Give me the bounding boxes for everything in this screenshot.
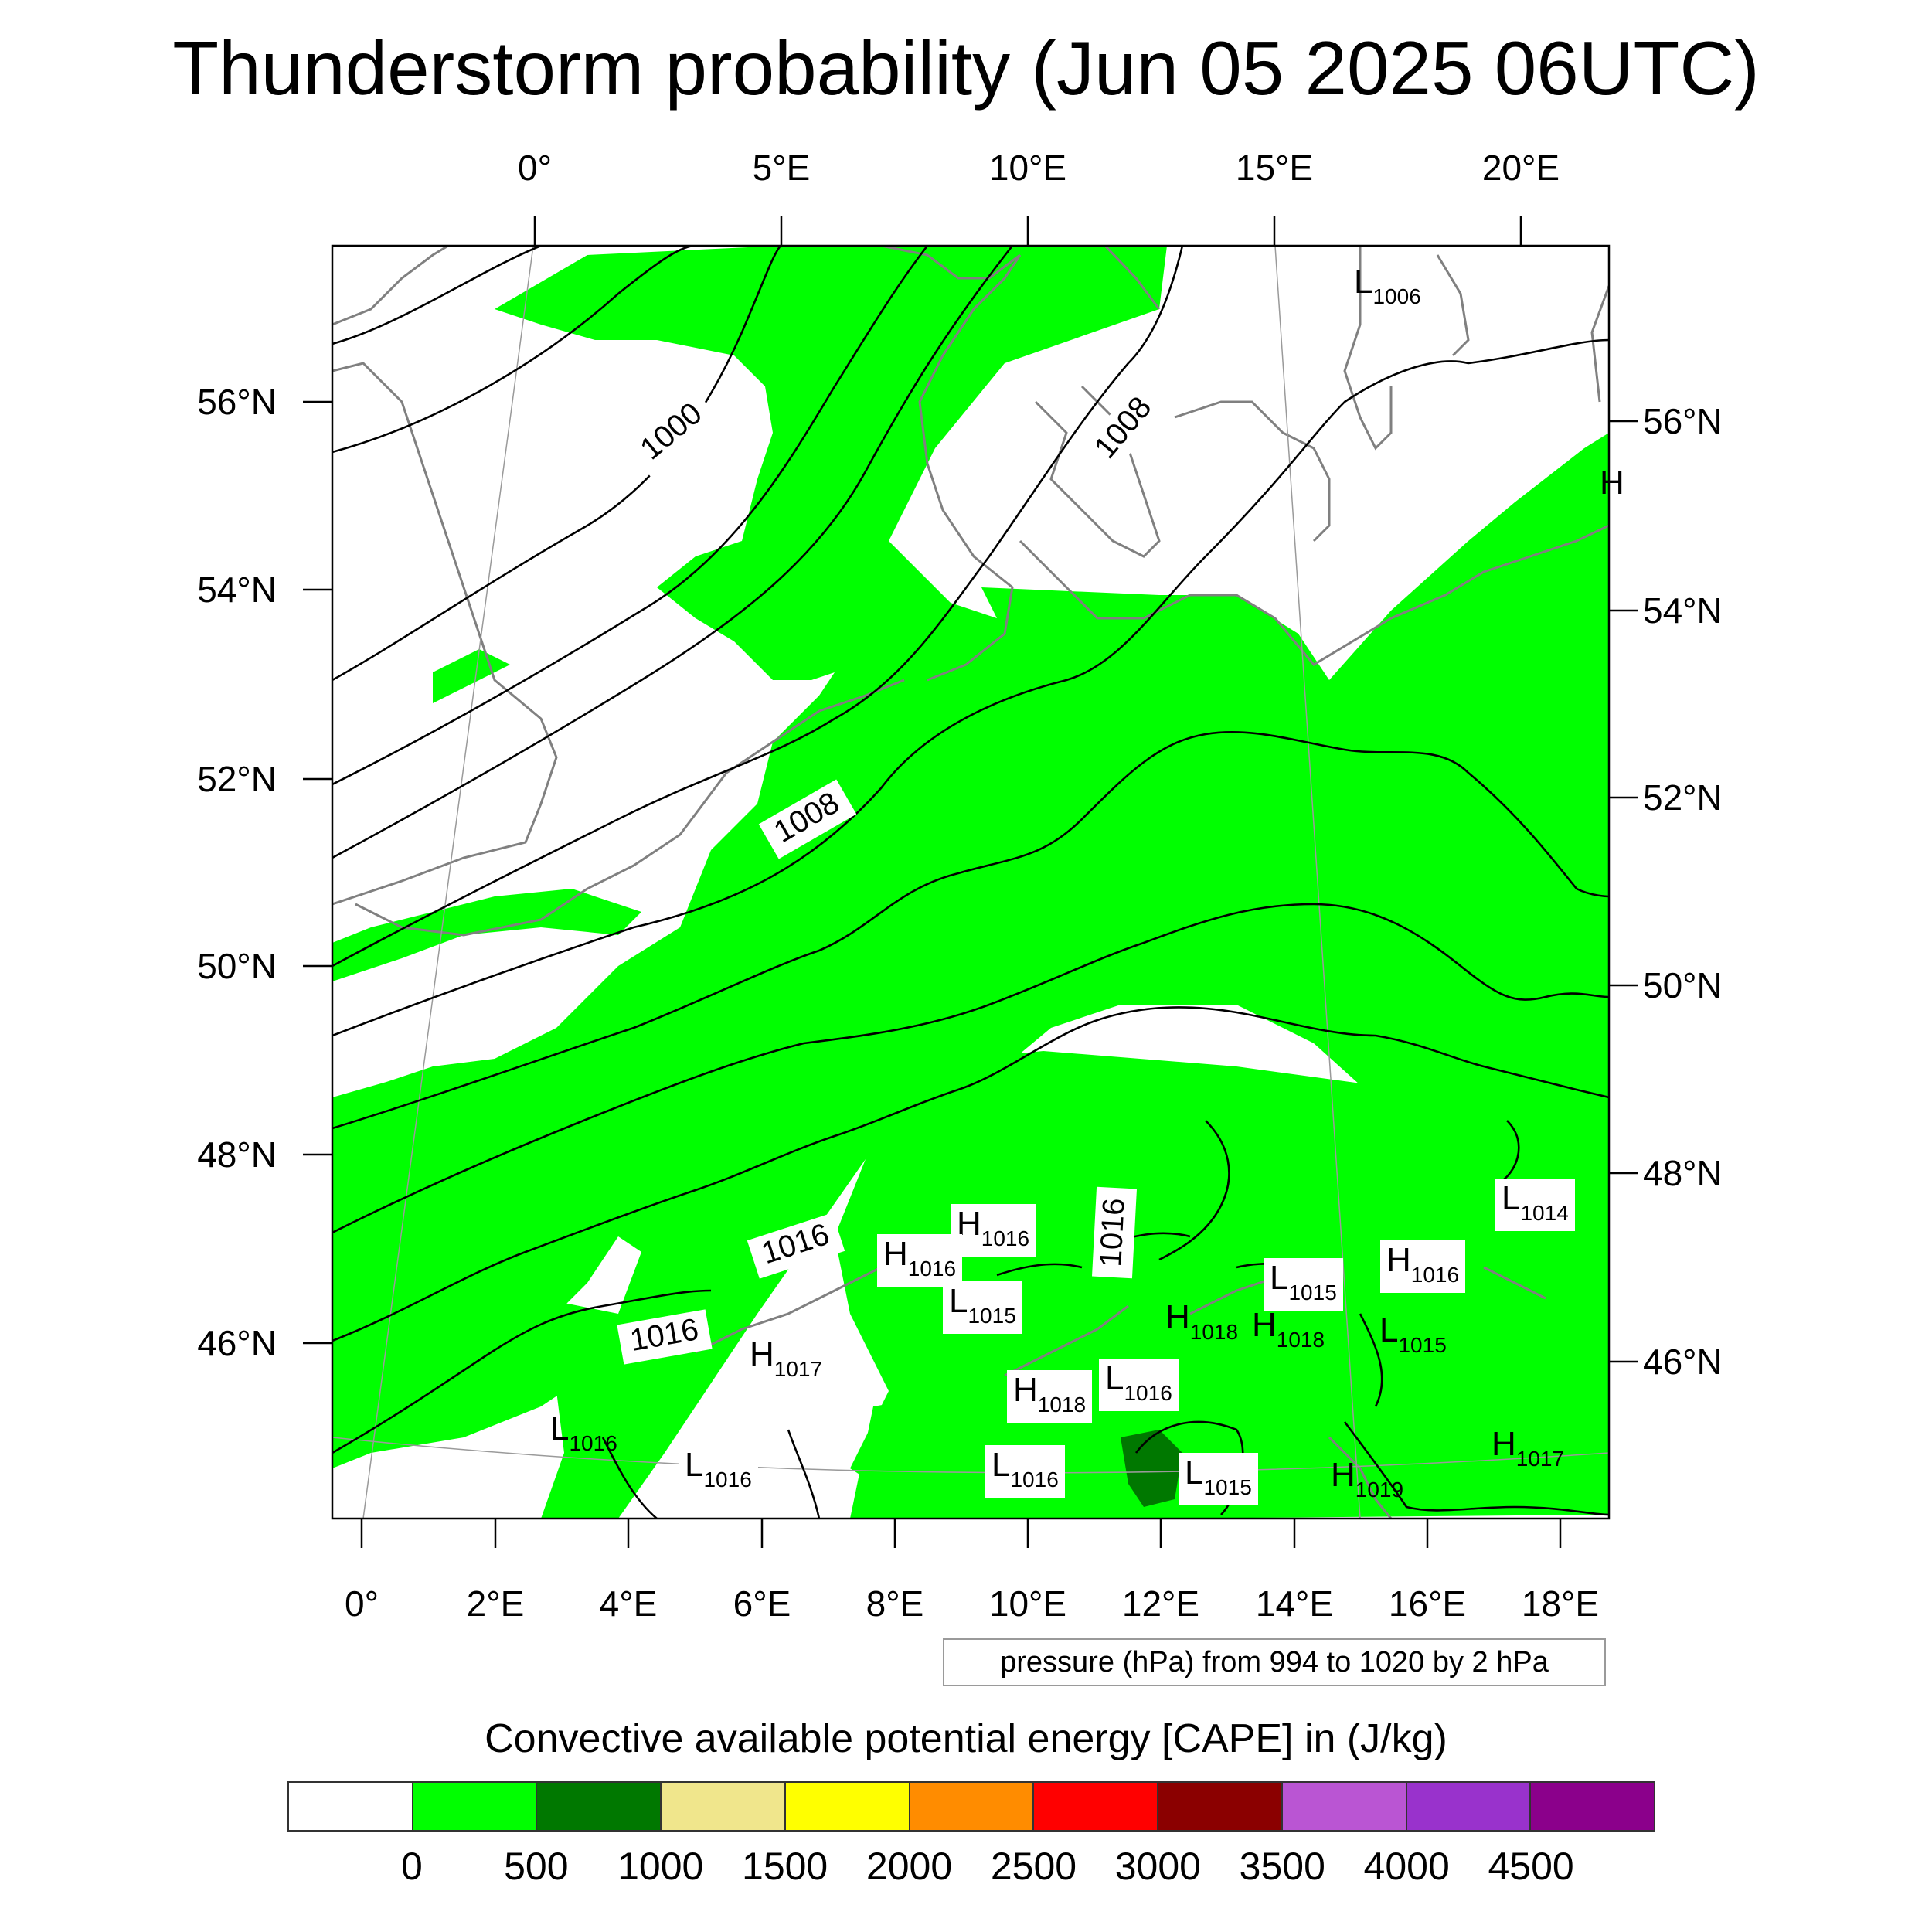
colorbar-swatch	[1529, 1783, 1655, 1830]
left-lat-label: 48°N	[197, 1134, 277, 1175]
high-pressure-marker: H1018	[1252, 1306, 1325, 1352]
colorbar-tick-label: 1000	[617, 1845, 704, 1888]
low-pressure-marker: L1015	[1179, 1453, 1258, 1505]
top-lon-label: 0°	[518, 148, 552, 188]
bottom-lon-label: 6°E	[733, 1583, 791, 1624]
bottom-lon-label: 0°	[345, 1583, 379, 1624]
bottom-lon-label: 16°E	[1388, 1583, 1467, 1624]
colorbar-tick-label: 4000	[1363, 1845, 1450, 1888]
map-title: Thunderstorm probability (Jun 05 2025 06…	[172, 26, 1760, 111]
right-ticks	[1609, 420, 1638, 1363]
top-lon-label: 15°E	[1235, 148, 1314, 188]
bottom-lon-label: 8°E	[866, 1583, 924, 1624]
high-pressure-marker: H1016	[951, 1204, 1036, 1257]
low-pressure-marker: L1014	[1495, 1179, 1575, 1231]
colorbar-swatch	[1032, 1783, 1158, 1830]
low-pressure-marker: L1016	[679, 1445, 758, 1498]
left-lat-label: 46°N	[197, 1323, 277, 1363]
colorbar-tick-label: 0	[401, 1845, 423, 1888]
low-pressure-marker: L1015	[1264, 1258, 1343, 1311]
low-pressure-marker: L1016	[1099, 1359, 1179, 1411]
right-lat-label: 50°N	[1643, 965, 1723, 1005]
graticule	[332, 246, 1609, 1519]
high-pressure-marker: H1016	[1380, 1240, 1466, 1293]
bottom-lon-label: 2°E	[466, 1583, 525, 1624]
bottom-lon-label: 14°E	[1255, 1583, 1334, 1624]
colorbar-swatch	[908, 1783, 1033, 1830]
high-pressure-marker: H1017	[743, 1335, 829, 1387]
colorbar-swatch	[1281, 1783, 1406, 1830]
high-pressure-marker: H1016	[877, 1234, 963, 1287]
high-pressure-marker: H	[1600, 464, 1624, 502]
cape-darkgreen-area	[1121, 1430, 1182, 1507]
right-lat-label: 46°N	[1643, 1342, 1723, 1382]
colorbar-swatch	[660, 1783, 784, 1830]
right-lat-label: 52°N	[1643, 777, 1723, 818]
low-pressure-marker: L1006	[1354, 263, 1421, 309]
low-pressure-marker: L1016	[985, 1445, 1065, 1498]
colorbar-tick-label: 4500	[1488, 1845, 1574, 1888]
bottom-lon-label: 18°E	[1521, 1583, 1600, 1624]
bottom-lon-label: 4°E	[599, 1583, 658, 1624]
high-pressure-marker: H1017	[1492, 1425, 1565, 1471]
colorbar-swatch	[536, 1783, 661, 1830]
top-ticks	[533, 216, 1522, 246]
right-lat-label: 48°N	[1643, 1153, 1723, 1193]
map-frame	[331, 244, 1611, 1520]
colorbar-swatch	[411, 1783, 536, 1830]
bottom-lon-label: 12°E	[1121, 1583, 1200, 1624]
top-lon-label: 10°E	[988, 148, 1067, 188]
high-pressure-marker: H1018	[1007, 1370, 1093, 1423]
colorbar-swatch	[1405, 1783, 1530, 1830]
colorbar-swatch	[1157, 1783, 1281, 1830]
colorbar-tick-label: 3500	[1239, 1845, 1325, 1888]
bottom-ticks	[360, 1519, 1562, 1548]
high-pressure-marker: H1019	[1331, 1456, 1404, 1502]
right-lat-label: 54°N	[1643, 590, 1723, 631]
left-lat-label: 52°N	[197, 759, 277, 799]
colorbar-tick-label: 2000	[866, 1845, 953, 1888]
low-pressure-marker: L1016	[550, 1410, 617, 1456]
isobars	[332, 246, 1609, 1519]
right-lat-label: 56°N	[1643, 401, 1723, 441]
colorbar-tick-label: 1500	[742, 1845, 828, 1888]
left-ticks	[303, 400, 332, 1345]
isobar-label: 1016	[1094, 1197, 1131, 1267]
high-pressure-marker: H1018	[1165, 1298, 1239, 1345]
colorbar-title: Convective available potential energy [C…	[485, 1716, 1447, 1761]
left-lat-label: 54°N	[197, 570, 277, 610]
colorbar-swatch	[784, 1783, 909, 1830]
cape-green-area	[332, 246, 1609, 1519]
colorbar-tick-label: 2500	[990, 1845, 1077, 1888]
bottom-lon-label: 10°E	[988, 1583, 1067, 1624]
low-pressure-marker: L1015	[943, 1281, 1022, 1334]
top-lon-label: 5°E	[752, 148, 811, 188]
top-lon-label: 20°E	[1481, 148, 1560, 188]
low-pressure-marker: L1015	[1379, 1311, 1447, 1358]
colorbar	[287, 1781, 1655, 1832]
colorbar-swatch	[289, 1783, 412, 1830]
left-lat-label: 56°N	[197, 382, 277, 422]
contour-info-box: pressure (hPa) from 994 to 1020 by 2 hPa	[943, 1638, 1606, 1686]
left-lat-label: 50°N	[197, 946, 277, 986]
colorbar-tick-label: 500	[504, 1845, 569, 1888]
colorbar-tick-label: 3000	[1114, 1845, 1201, 1888]
